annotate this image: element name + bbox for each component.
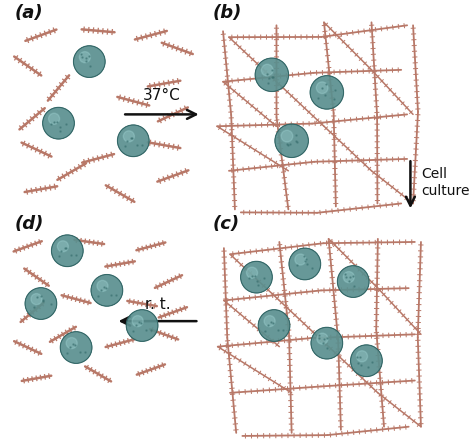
Circle shape [275,124,309,158]
Circle shape [255,58,289,92]
Circle shape [60,332,92,364]
Circle shape [343,271,355,283]
Circle shape [57,241,68,252]
Circle shape [289,248,321,280]
Circle shape [261,64,273,76]
Circle shape [310,76,344,109]
Circle shape [91,275,123,306]
Text: Cell
culture: Cell culture [421,167,470,198]
Circle shape [126,310,158,341]
Circle shape [79,52,91,63]
Text: (d): (d) [15,215,44,233]
Text: (c): (c) [212,215,239,233]
Circle shape [337,266,369,297]
Circle shape [52,235,83,267]
Circle shape [43,107,74,139]
Text: (a): (a) [15,4,43,22]
Circle shape [48,113,60,124]
Text: (b): (b) [212,4,242,22]
Circle shape [311,327,343,359]
Circle shape [258,310,290,341]
Text: r. t.: r. t. [145,297,170,312]
Circle shape [118,125,149,157]
Circle shape [317,333,328,344]
Circle shape [31,294,42,305]
Circle shape [123,131,135,142]
Circle shape [316,82,328,93]
Circle shape [295,254,306,265]
Circle shape [351,345,382,376]
Circle shape [73,46,105,77]
Circle shape [264,316,275,327]
Circle shape [97,280,108,291]
Circle shape [25,288,57,320]
Circle shape [246,267,257,278]
Circle shape [356,351,367,362]
Circle shape [66,338,77,348]
Circle shape [281,130,293,142]
Text: 37°C: 37°C [143,89,181,103]
Circle shape [241,261,272,293]
Circle shape [132,316,143,327]
